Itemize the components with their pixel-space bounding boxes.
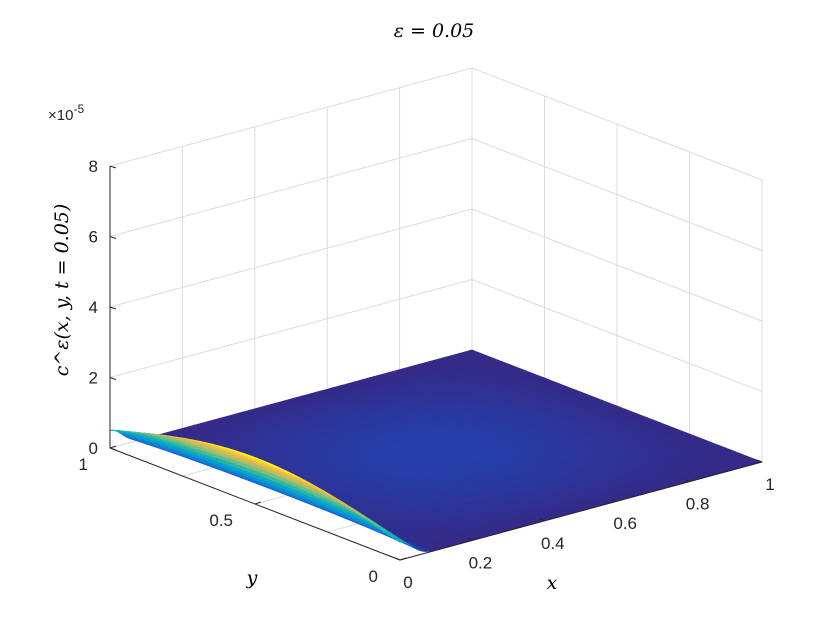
x-tick-label: 0.4 (541, 534, 565, 553)
z-tick (109, 236, 117, 239)
z-multiplier-exponent: -5 (73, 102, 84, 116)
x-axis-label: x (547, 572, 558, 594)
x-tick-label: 0.8 (686, 495, 710, 514)
x-tick-label: 1 (765, 475, 774, 494)
z-tick-label: 6 (89, 228, 98, 247)
y-tick-label: 0 (369, 567, 378, 586)
z-tick-label: 4 (89, 298, 98, 317)
y-axis-label: y (246, 567, 258, 589)
labels: ε = 0.05 x y c^ε(x, y, t = 0.05) ×10-5 (48, 20, 558, 594)
x-axis-line (399, 461, 763, 561)
z-tick (109, 447, 117, 451)
y-tick (109, 445, 117, 449)
x-tick-label: 0 (403, 573, 412, 592)
y-tick-label: 1 (79, 455, 88, 474)
z-tick (109, 306, 117, 310)
x-tick-label: 0.6 (613, 514, 637, 533)
z-multiplier-base: ×10 (48, 107, 73, 124)
y-tick (254, 501, 262, 505)
x-tick (467, 537, 473, 541)
x-tick (612, 498, 618, 502)
x-tick (539, 518, 545, 522)
z-gridline (109, 137, 763, 251)
z-multiplier: ×10-5 (48, 102, 84, 124)
x-tick (756, 459, 763, 463)
surface-patch (392, 537, 401, 543)
z-axis-label: c^ε(x, y, t = 0.05) (51, 204, 73, 377)
x-tick (394, 557, 401, 561)
z-gridline (109, 67, 763, 181)
surface (109, 349, 763, 552)
x-tick (684, 479, 690, 483)
chart-title: ε = 0.05 (394, 20, 475, 42)
y-tick (399, 557, 407, 561)
z-tick (109, 377, 117, 380)
z-tick-label: 0 (89, 439, 98, 458)
z-tick (109, 165, 117, 169)
z-tick-label: 8 (89, 157, 98, 176)
z-tick-label: 2 (89, 369, 98, 388)
y-tick-label: 0.5 (209, 511, 233, 530)
z-gridline (109, 208, 763, 322)
x-tick-label: 0.2 (469, 553, 493, 572)
